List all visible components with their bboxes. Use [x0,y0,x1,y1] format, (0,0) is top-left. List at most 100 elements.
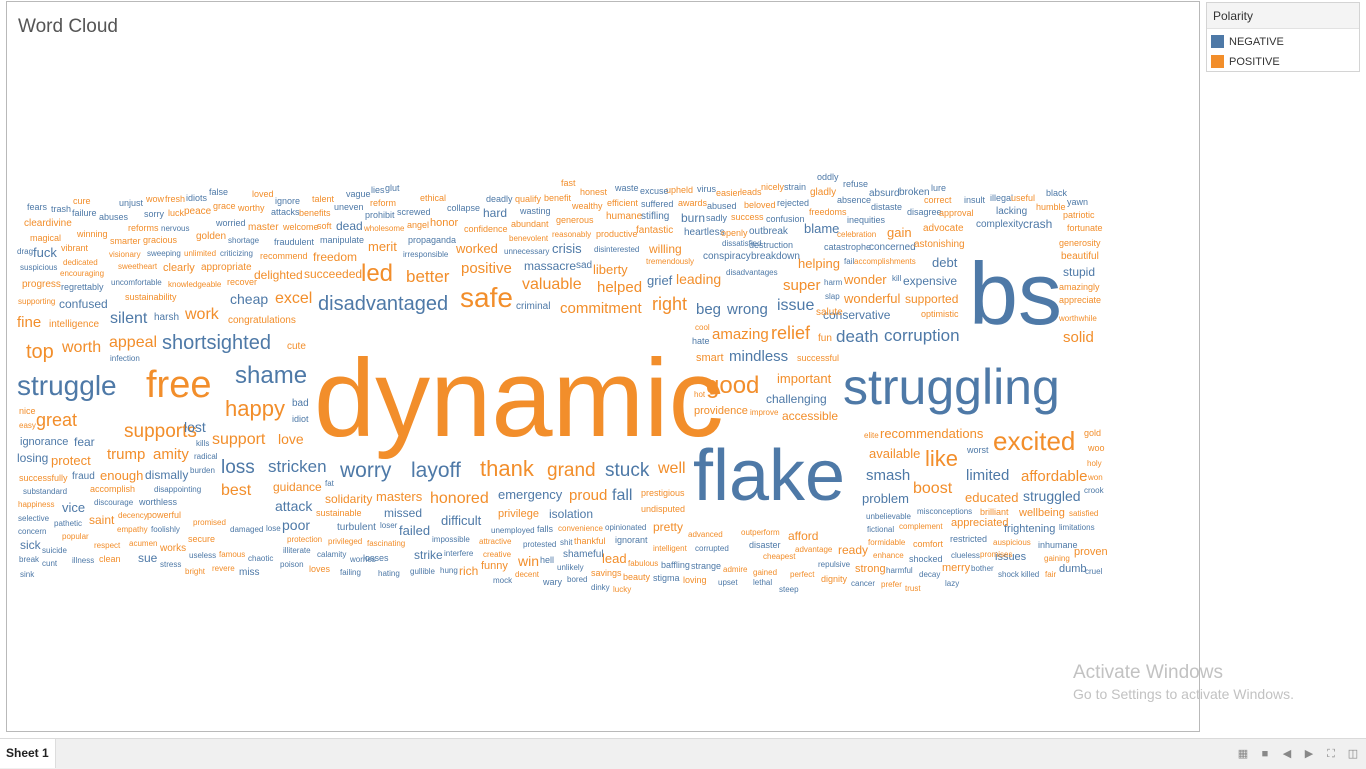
word-angel[interactable]: angel [407,220,430,230]
word-supporting[interactable]: supporting [18,297,56,306]
word-fear[interactable]: fear [74,435,95,449]
word-interfere[interactable]: interfere [444,549,474,558]
word-crook[interactable]: crook [1084,486,1104,495]
word-cleardivine[interactable]: cleardivine [24,218,72,229]
word-criticizing[interactable]: criticizing [220,249,253,258]
word-qualify[interactable]: qualify [515,194,542,204]
word-approval[interactable]: approval [939,208,974,218]
word-worked[interactable]: worked [456,241,498,256]
word-enough[interactable]: enough [100,468,144,483]
word-afford[interactable]: afford [788,529,819,543]
word-oddly[interactable]: oddly [817,172,839,182]
word-decent[interactable]: decent [515,570,540,579]
word-knowledgeable[interactable]: knowledgeable [168,280,222,289]
word-manipulate[interactable]: manipulate [320,235,365,245]
word-boost[interactable]: boost [913,480,953,497]
word-merry[interactable]: merry [942,562,971,574]
word-difficult[interactable]: difficult [441,513,482,528]
word-sweeping[interactable]: sweeping [147,249,181,258]
word-providence[interactable]: providence [694,405,748,417]
word-promised[interactable]: promised [193,518,226,527]
word-worry[interactable]: worry [340,459,392,482]
word-clean[interactable]: clean [99,554,121,564]
word-conservative[interactable]: conservative [823,308,891,322]
word-absence[interactable]: absence [837,195,872,205]
word-steep[interactable]: steep [779,585,799,594]
word-dignity[interactable]: dignity [821,574,848,584]
word-accomplish[interactable]: accomplish [90,484,136,494]
word-cruel[interactable]: cruel [1085,567,1103,576]
word-sink[interactable]: sink [20,570,35,579]
word-reform[interactable]: reform [370,198,397,208]
word-sadly[interactable]: sadly [706,213,728,223]
word-famous[interactable]: famous [219,550,246,559]
word-killed[interactable]: killed [1021,570,1040,579]
word-visionary[interactable]: visionary [109,250,141,259]
word-shortage[interactable]: shortage [228,236,260,245]
word-loser[interactable]: loser [380,521,398,530]
word-benefit[interactable]: benefit [544,193,572,203]
word-formidable[interactable]: formidable [868,538,906,547]
word-undisputed[interactable]: undisputed [641,504,686,514]
word-best[interactable]: best [221,482,252,499]
word-top[interactable]: top [26,341,54,363]
word-lure[interactable]: lure [931,183,947,193]
word-soft[interactable]: soft [317,221,332,231]
word-stigma[interactable]: stigma [653,573,680,583]
word-supported[interactable]: supported [905,292,959,306]
word-shock[interactable]: shock [998,570,1019,579]
word-insult[interactable]: insult [964,195,986,205]
word-vice[interactable]: vice [62,500,86,515]
word-wasting[interactable]: wasting [520,206,551,216]
word-unemployed[interactable]: unemployed [491,526,535,535]
word-shit[interactable]: shit [560,538,573,547]
word-advanced[interactable]: advanced [688,530,723,539]
word-prefer[interactable]: prefer [881,580,902,589]
word-suicide[interactable]: suicide [42,546,67,555]
word-fuck[interactable]: fuck [33,245,57,260]
word-foolishly[interactable]: foolishly [151,525,180,534]
word-beg[interactable]: beg [696,301,722,318]
word-cunt[interactable]: cunt [42,559,58,568]
word-vibrant[interactable]: vibrant [61,243,89,253]
word-propaganda[interactable]: propaganda [408,235,457,245]
word-love[interactable]: love [278,431,304,447]
word-suspicious[interactable]: suspicious [20,263,58,272]
word-amity[interactable]: amity [153,446,189,463]
word-revere[interactable]: revere [212,564,235,573]
word-patriotic[interactable]: patriotic [1063,210,1095,220]
word-heartless[interactable]: heartless [684,227,725,238]
word-nicely[interactable]: nicely [761,182,785,192]
word-attacks[interactable]: attacks [271,207,300,217]
word-mock[interactable]: mock [493,576,513,585]
word-fun[interactable]: fun [818,333,832,344]
word-protection[interactable]: protection [287,535,323,544]
word-free[interactable]: free [146,364,212,406]
word-succeeded[interactable]: succeeded [304,267,363,281]
word-reforms[interactable]: reforms [128,223,159,233]
word-freedom[interactable]: freedom [313,250,358,264]
word-protect[interactable]: protect [51,453,91,468]
word-issues[interactable]: issues [995,551,1027,563]
word-hard[interactable]: hard [483,206,508,220]
word-excel[interactable]: excel [275,290,313,307]
word-luck[interactable]: luck [168,208,185,218]
word-upset[interactable]: upset [718,578,738,587]
word-peace[interactable]: peace [184,206,212,217]
word-suffered[interactable]: suffered [641,199,674,209]
word-gladly[interactable]: gladly [810,187,837,198]
word-stuck[interactable]: stuck [605,460,650,481]
word-gullible[interactable]: gullible [410,567,435,576]
word-fantastic[interactable]: fantastic [636,225,674,236]
word-falls[interactable]: falls [537,524,554,534]
word-dynamic[interactable]: dynamic [314,337,724,460]
word-solid[interactable]: solid [1063,329,1094,346]
word-burn[interactable]: burn [681,211,706,225]
word-empathy[interactable]: empathy [117,525,148,534]
word-loved[interactable]: loved [252,189,274,199]
word-wow[interactable]: wow [146,194,165,204]
word-fine[interactable]: fine [17,314,42,331]
word-safe[interactable]: safe [460,282,513,313]
word-improve[interactable]: improve [750,408,779,417]
word-idiots[interactable]: idiots [186,193,208,203]
